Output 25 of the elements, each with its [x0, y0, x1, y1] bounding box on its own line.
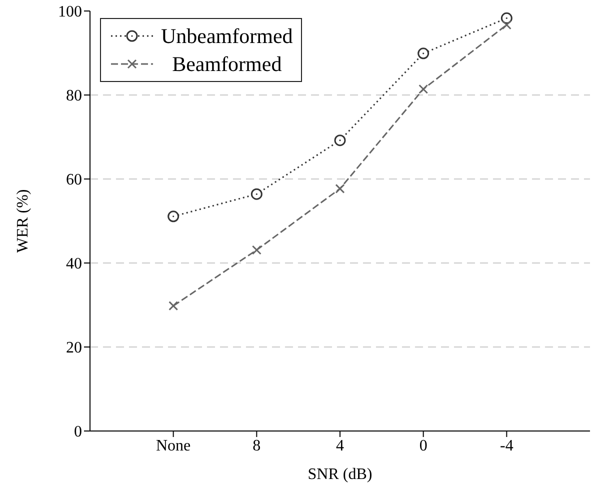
- point: [252, 245, 262, 255]
- point: [334, 134, 346, 146]
- point: [250, 188, 262, 200]
- x-tick-label: 0: [419, 437, 428, 454]
- point: [502, 20, 512, 30]
- y-axis-title: WER (%): [14, 189, 32, 253]
- y-tick-label: 40: [66, 256, 82, 273]
- x-tick-label: None: [156, 437, 191, 454]
- y-tick-label: 20: [66, 340, 82, 357]
- point: [418, 48, 430, 60]
- point: [168, 210, 180, 222]
- y-tick-label: 100: [58, 4, 82, 21]
- point: [168, 301, 178, 311]
- y-tick-label: 60: [66, 172, 82, 189]
- x-tick-label: 4: [336, 437, 344, 454]
- legend-label: Unbeamformed: [161, 23, 293, 50]
- point: [418, 84, 428, 94]
- y-tick-label: 80: [66, 88, 82, 105]
- legend-label: Beamformed: [171, 51, 283, 78]
- x-tick-label: 8: [252, 437, 261, 454]
- point: [335, 184, 345, 194]
- y-tick-label: 0: [74, 424, 82, 441]
- x-axis-title: SNR (dB): [308, 466, 372, 483]
- point: [500, 12, 512, 24]
- x-tick-label: -4: [500, 437, 514, 454]
